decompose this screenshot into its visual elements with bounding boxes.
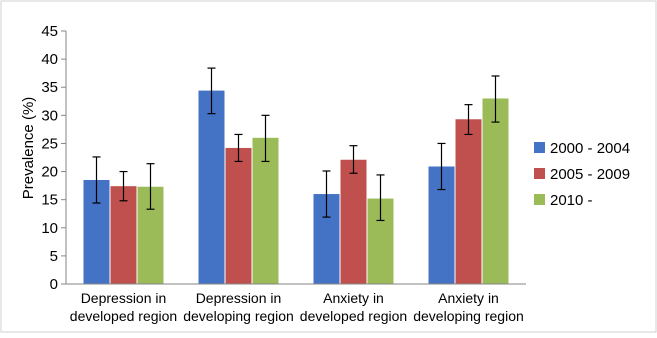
bar-3-series-2 [340,159,367,284]
y-tick-label: 25 [41,135,58,152]
legend-label: 2010 - [550,192,593,209]
y-tick-label: 20 [41,164,58,181]
x-tick-label: developed region [300,308,407,324]
y-tick-label: 15 [41,192,58,209]
legend-label: 2005 - 2009 [550,166,630,183]
legend-swatch [534,194,545,205]
legend-swatch [534,142,545,153]
legend: 2000 - 2004 2005 - 2009 2010 - [534,140,630,209]
y-tick-label: 40 [41,51,58,68]
error-bars-layer [92,67,500,222]
legend-label: 2000 - 2004 [550,140,630,157]
x-axis-labels: Depression in developed region Depression … [70,290,524,324]
x-tick-label: Depression in [196,290,282,306]
x-tick-label: developed region [70,308,177,324]
legend-swatch [534,168,545,179]
y-tick-label: 5 [50,248,58,265]
x-tick-label: developing region [413,308,524,324]
y-tick-label: 0 [50,276,58,293]
bar-2-series-1 [198,90,225,285]
x-tick-label: Anxiety in [438,290,499,306]
bar-4-series-3 [482,98,509,284]
x-tick-label: Anxiety in [323,290,384,306]
bar-1-series-2 [110,186,137,284]
y-tick-label: 10 [41,220,58,237]
bars-layer [83,90,509,285]
y-tick-label: 35 [41,79,58,96]
bar-4-series-2 [455,119,482,284]
bar-2-series-2 [225,147,252,284]
y-tick-label: 45 [41,23,58,40]
x-tick-label: Depression in [81,290,167,306]
y-tick-label: 30 [41,107,58,124]
x-tick-label: developing region [183,308,294,324]
y-axis-ticks: 0 5 10 15 20 25 30 35 40 45 [41,23,66,293]
y-axis-title: Prevalence (%) [20,97,37,200]
bar-2-series-3 [252,137,279,284]
